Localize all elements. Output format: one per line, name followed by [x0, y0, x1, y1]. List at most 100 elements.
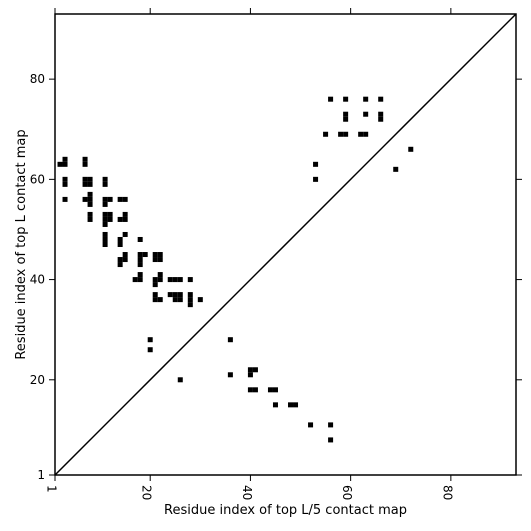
contact-point-upper [117, 241, 123, 247]
y-tick-label: 80 [30, 72, 45, 86]
contact-point-upper [172, 277, 178, 283]
contact-point-upper [62, 156, 68, 162]
contact-point-upper [107, 196, 113, 202]
contact-point-upper [117, 216, 123, 222]
contact-point-upper [122, 211, 128, 217]
contact-point-upper [363, 111, 369, 117]
contact-point-lower [252, 387, 258, 393]
contact-point-upper [343, 111, 349, 117]
contact-point-upper [57, 161, 63, 167]
contact-point-upper [152, 252, 158, 258]
contact-point-upper [87, 191, 93, 197]
contact-point-upper [137, 257, 143, 263]
contact-point-upper [107, 216, 113, 222]
contact-point-upper [187, 277, 193, 283]
contact-point-lower [308, 422, 314, 428]
contact-point-upper [187, 297, 193, 303]
contact-point-upper [102, 176, 108, 182]
contact-point-upper [157, 257, 163, 263]
contact-point-upper [187, 302, 193, 308]
y-tick-label: 40 [30, 273, 45, 287]
contact-point-upper [102, 216, 108, 222]
contact-point-lower [293, 402, 299, 408]
contact-point-upper [323, 131, 329, 137]
contact-point-upper [102, 201, 108, 207]
contact-point-upper [122, 231, 128, 237]
contact-point-upper [177, 297, 183, 303]
contact-point-upper [338, 131, 344, 137]
x-tick-label: 60 [340, 485, 354, 500]
contact-points [57, 96, 414, 443]
contact-point-upper [328, 96, 334, 102]
contact-point-upper [343, 96, 349, 102]
contact-point-upper [147, 347, 153, 353]
contact-point-lower [328, 422, 334, 428]
contact-point-upper [82, 176, 88, 182]
contact-point-upper [157, 272, 163, 278]
contact-point-upper [87, 176, 93, 182]
contact-point-upper [117, 236, 123, 242]
x-tick-label: 20 [140, 485, 154, 500]
y-tick-label: 20 [30, 373, 45, 387]
contact-point-upper [378, 116, 384, 122]
y-axis-label: Residue index of top L contact map [14, 129, 29, 359]
contact-point-upper [177, 292, 183, 298]
contact-point-upper [152, 292, 158, 298]
contact-point-upper [62, 181, 68, 187]
contact-point-upper [87, 196, 93, 202]
contact-point-lower [393, 166, 399, 172]
contact-point-upper [137, 252, 143, 258]
plot-frame [54, 13, 517, 476]
contact-point-upper [197, 297, 203, 303]
contact-point-upper [157, 277, 163, 283]
contact-point-upper [343, 116, 349, 122]
contact-point-upper [122, 216, 128, 222]
contact-point-upper [157, 297, 163, 303]
contact-point-lower [227, 337, 233, 343]
contact-point-upper [152, 277, 158, 283]
contact-point-upper [82, 181, 88, 187]
contact-point-upper [82, 196, 88, 202]
contact-point-upper [122, 257, 128, 263]
contact-point-upper [87, 216, 93, 222]
contact-point-upper [102, 241, 108, 247]
contact-point-upper [102, 211, 108, 217]
contact-point-upper [102, 231, 108, 237]
contact-point-upper [378, 96, 384, 102]
contact-point-lower [227, 372, 233, 378]
contact-point-lower [272, 387, 278, 393]
contact-point-upper [117, 196, 123, 202]
y-tick-label: 1 [37, 468, 45, 482]
contact-point-upper [82, 156, 88, 162]
contact-point-upper [147, 337, 153, 343]
contact-point-lower [288, 402, 294, 408]
contact-point-upper [87, 201, 93, 207]
x-tick-label: 40 [240, 485, 254, 500]
contact-point-upper [152, 297, 158, 303]
contact-point-upper [132, 277, 138, 283]
axis-ticks: 1 20 40 60 80 1 20 40 60 80 [30, 8, 522, 500]
contact-point-upper [102, 236, 108, 242]
contact-point-lower [272, 402, 278, 408]
contact-point-upper [172, 292, 178, 298]
contact-point-upper [122, 252, 128, 258]
x-tick-label: 80 [440, 485, 454, 500]
contact-point-upper [102, 181, 108, 187]
contact-point-upper [117, 262, 123, 268]
contact-point-upper [137, 262, 143, 268]
contact-point-upper [187, 292, 193, 298]
contact-point-upper [107, 211, 113, 217]
contact-point-lower [247, 387, 253, 393]
contact-point-upper [358, 131, 364, 137]
contact-point-upper [87, 211, 93, 217]
contact-point-upper [102, 196, 108, 202]
contact-point-upper [137, 277, 143, 283]
contact-point-upper [62, 161, 68, 167]
x-axis-label: Residue index of top L/5 contact map [164, 503, 407, 518]
diagonal-line [54, 13, 517, 476]
x-tick-label: 1 [45, 485, 59, 493]
contact-point-upper [363, 131, 369, 137]
contact-point-upper [378, 111, 384, 117]
contact-point-upper [87, 181, 93, 187]
